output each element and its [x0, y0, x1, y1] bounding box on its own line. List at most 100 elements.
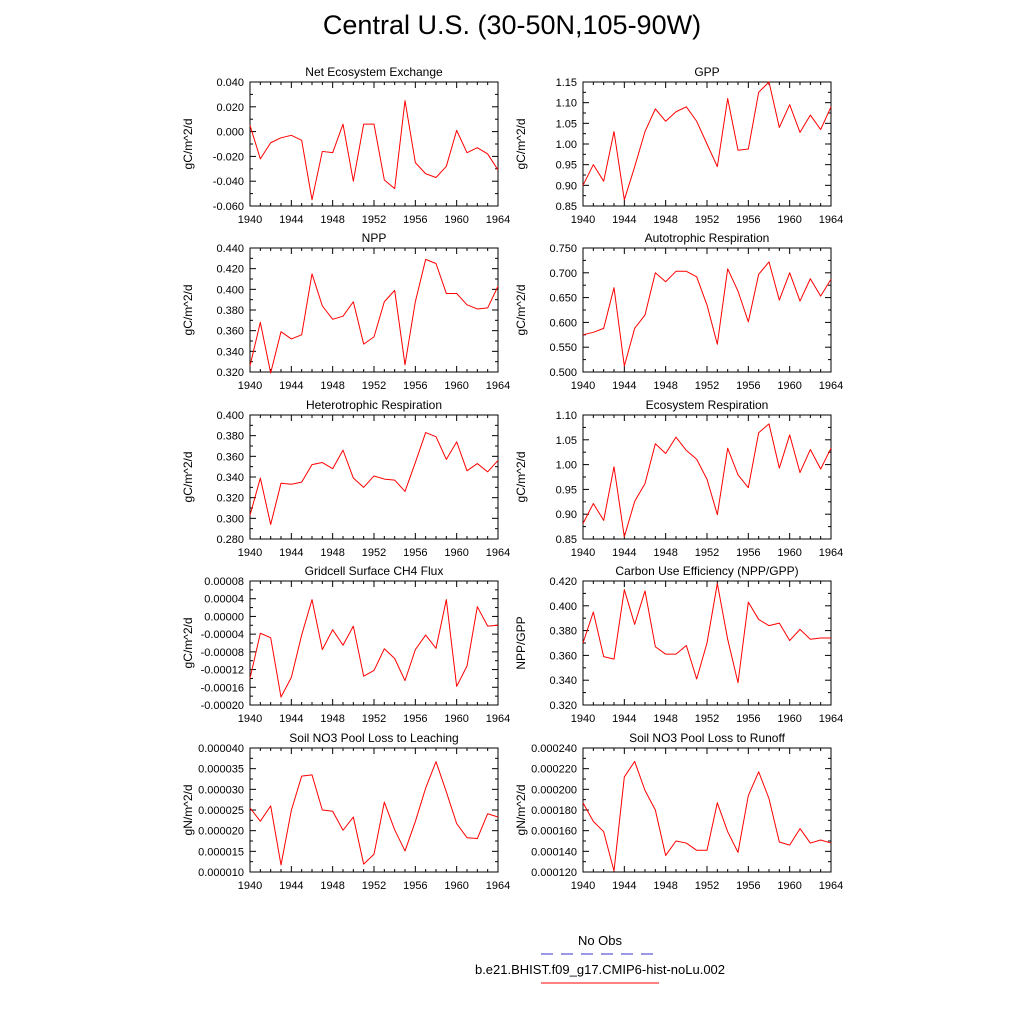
x-tick-label: 1944 [279, 380, 303, 392]
y-tick-label: -0.00020 [201, 700, 244, 712]
panel-title: Net Ecosystem Exchange [305, 65, 443, 79]
y-tick-label: 0.000035 [198, 764, 244, 776]
x-tick-label: 1952 [695, 547, 719, 559]
x-tick-label: 1944 [279, 713, 303, 725]
x-tick-label: 1952 [362, 214, 386, 226]
x-tick-label: 1960 [777, 380, 801, 392]
y-tick-label: 0.550 [549, 342, 577, 354]
y-tick-label: 0.360 [216, 451, 244, 463]
x-tick-label: 1956 [403, 380, 427, 392]
x-tick-label: 1956 [403, 214, 427, 226]
panel-net-ecosystem-exchange: Net Ecosystem Exchange gC/m^2/d 1940 1944 19… [181, 65, 510, 226]
panel-ecosystem-respiration: Ecosystem Respiration gC/m^2/d 1940 1944 194… [514, 398, 843, 559]
y-tick-label: 0.400 [549, 601, 577, 613]
plot-frame [582, 247, 832, 373]
y-axis-label: gC/m^2/d [514, 452, 528, 503]
panel-heterotrophic-respiration: Heterotrophic Respiration gC/m^2/d 1940 194… [181, 398, 510, 559]
x-tick-label: 1964 [819, 547, 843, 559]
x-tick-label: 1964 [819, 880, 843, 892]
y-tick-label: 0.90 [556, 180, 577, 192]
x-tick-label: 1964 [819, 214, 843, 226]
y-tick-label: 1.05 [556, 118, 577, 130]
y-axis-label: gC/m^2/d [181, 618, 195, 669]
y-axis-label: gN/m^2/d [514, 785, 528, 836]
y-tick-label: 1.15 [556, 77, 577, 89]
y-tick-label: 0.00000 [204, 611, 244, 623]
y-tick-label: -0.00004 [201, 629, 244, 641]
panel-npp: NPP gC/m^2/d 1940 1944 1948 1952 1956 1960 1964 0… [181, 231, 510, 392]
y-tick-label: 0.000015 [198, 846, 244, 858]
y-tick-label: 0.000025 [198, 805, 244, 817]
y-tick-label: -0.060 [213, 201, 244, 213]
y-tick-label: 0.500 [549, 367, 577, 379]
x-tick-label: 1944 [612, 713, 636, 725]
y-tick-label: 0.000040 [198, 743, 244, 755]
x-tick-label: 1940 [238, 713, 262, 725]
y-tick-label: 0.750 [549, 243, 577, 255]
y-tick-label: 0.00008 [204, 576, 244, 588]
panel-autotrophic-respiration: Autotrophic Respiration gC/m^2/d 1940 1944 1… [514, 231, 843, 392]
y-tick-label: 0.020 [216, 102, 244, 114]
y-tick-label: 0.420 [549, 576, 577, 588]
x-tick-label: 1956 [736, 214, 760, 226]
panel-title: Heterotrophic Respiration [306, 398, 442, 412]
x-tick-label: 1948 [320, 880, 344, 892]
x-tick-label: 1960 [777, 713, 801, 725]
series-line-carbon-use-efficiency-npp-gpp [582, 582, 831, 684]
x-tick-label: 1952 [362, 713, 386, 725]
legend-obs-label: No Obs [577, 933, 623, 948]
x-tick-label: 1960 [444, 547, 468, 559]
x-tick-label: 1940 [571, 380, 595, 392]
y-tick-label: 0.000200 [531, 784, 577, 796]
panel-carbon-use-efficiency-npp-gpp: Carbon Use Efficiency (NPP/GPP) NPP/GPP 19… [514, 564, 843, 725]
x-tick-label: 1952 [362, 547, 386, 559]
y-tick-label: 0.000140 [531, 846, 577, 858]
x-tick-label: 1952 [695, 713, 719, 725]
y-axis-label: gC/m^2/d [181, 452, 195, 503]
series-line-gridcell-surface-ch4-flux [249, 599, 499, 698]
series-line-npp [249, 258, 499, 374]
y-tick-label: 0.600 [549, 317, 577, 329]
y-tick-label: 1.05 [556, 435, 577, 447]
x-tick-label: 1944 [612, 547, 636, 559]
x-tick-label: 1964 [819, 713, 843, 725]
x-tick-label: 1948 [320, 547, 344, 559]
y-axis-label: gC/m^2/d [514, 119, 528, 170]
y-tick-label: -0.00012 [201, 665, 244, 677]
x-tick-label: 1952 [695, 880, 719, 892]
x-tick-label: 1948 [320, 380, 344, 392]
y-tick-label: 0.380 [216, 305, 244, 317]
x-tick-label: 1960 [777, 880, 801, 892]
figure-title: Central U.S. (30-50N,105-90W) [322, 10, 702, 40]
x-tick-label: 1948 [320, 713, 344, 725]
x-tick-label: 1952 [362, 380, 386, 392]
panel-title: Gridcell Surface CH4 Flux [305, 564, 444, 578]
x-tick-label: 1956 [736, 380, 760, 392]
x-tick-label: 1964 [486, 547, 510, 559]
x-tick-label: 1956 [736, 880, 760, 892]
x-tick-label: 1956 [403, 880, 427, 892]
x-tick-label: 1960 [777, 214, 801, 226]
x-tick-label: 1940 [238, 880, 262, 892]
x-tick-label: 1964 [486, 214, 510, 226]
x-tick-label: 1944 [612, 380, 636, 392]
x-tick-label: 1956 [403, 713, 427, 725]
y-tick-label: 0.000030 [198, 784, 244, 796]
y-tick-label: -0.00008 [201, 647, 244, 659]
y-tick-label: -0.00016 [201, 682, 244, 694]
y-tick-label: 1.10 [556, 98, 577, 110]
panel-gridcell-surface-ch4-flux: Gridcell Surface CH4 Flux gC/m^2/d 1940 194… [181, 564, 510, 725]
y-tick-label: 0.380 [549, 626, 577, 638]
panel-title: Soil NO3 Pool Loss to Leaching [289, 731, 458, 745]
y-tick-label: 0.000010 [198, 867, 244, 879]
y-tick-label: 0.340 [216, 472, 244, 484]
y-tick-label: -0.020 [213, 151, 244, 163]
x-tick-label: 1940 [571, 547, 595, 559]
x-tick-label: 1944 [279, 880, 303, 892]
panel-soil-no3-pool-loss-to-runoff: Soil NO3 Pool Loss to Runoff gN/m^2/d 1940… [514, 731, 843, 892]
y-axis-label: gN/m^2/d [181, 785, 195, 836]
y-axis-label: gC/m^2/d [514, 285, 528, 336]
legend-model-label: b.e21.BHIST.f09_g17.CMIP6-hist-noLu.002 [474, 962, 726, 977]
x-tick-label: 1944 [612, 880, 636, 892]
y-tick-label: 1.00 [556, 460, 577, 472]
